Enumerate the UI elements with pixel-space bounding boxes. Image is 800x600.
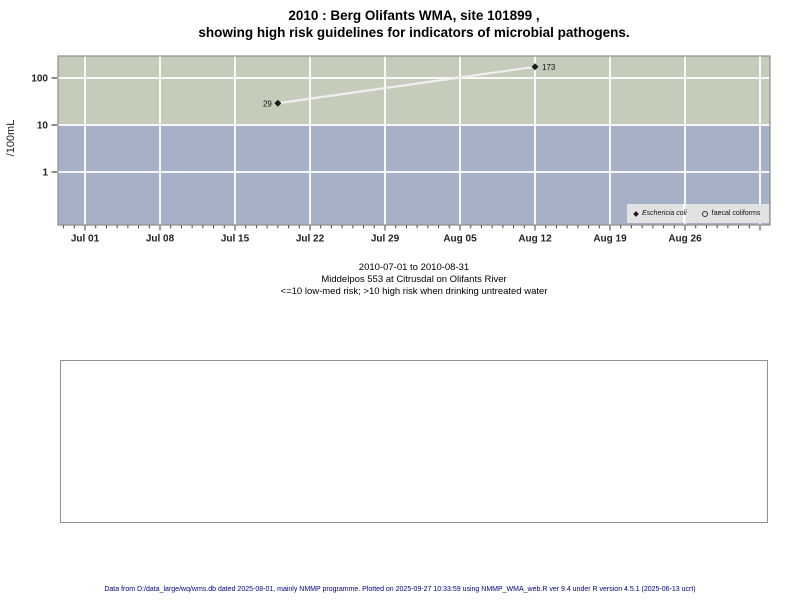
svg-text:10: 10 [37,121,49,132]
data-point-label: 173 [542,63,556,72]
chart-title-line2: showing high risk guidelines for indicat… [198,25,630,40]
plot-panel-border [57,55,771,226]
y-axis: 1 10 100 [31,74,57,179]
svg-text:Aug 12: Aug 12 [518,234,552,245]
legend-label-faecal-coliforms: faecal coliforms [711,210,761,217]
x-axis: Jul 01 Jul 08 Jul 15 Jul 22 Jul 29 Aug 05 Aug … [63,225,761,245]
chart-plot-area: 29 173 1 10 100 Jul 01 Jul 08 Jul 15 Jul 22 Jul 2… [31,55,771,245]
chart-title: 2010 : Berg Olifants WMA, site 101899 , … [58,7,770,41]
gridlines [58,56,770,225]
legend-item-faecal-coliforms: faecal coliforms [701,210,761,217]
svg-text:Jul 08: Jul 08 [146,234,175,245]
svg-text:Jul 01: Jul 01 [71,234,100,245]
svg-text:Jul 15: Jul 15 [221,234,250,245]
svg-text:Aug 19: Aug 19 [593,234,627,245]
risk-regions [58,56,770,225]
footer-note: Data from D:/data_large/wq/wms.db dated … [104,586,696,593]
svg-text:Aug 05: Aug 05 [443,234,477,245]
svg-text:1: 1 [42,168,48,179]
svg-text:Aug 26: Aug 26 [668,234,702,245]
data-point-marker [274,99,282,107]
caption-date-range: 2010-07-01 to 2010-08-31 [358,262,470,273]
caption-risk-guideline: <=10 low-med risk; >10 high risk when dr… [280,286,548,298]
chart-legend: Eschericia coli faecal coliforms [627,204,769,223]
data-point-label: 29 [263,99,272,108]
data-series-ecoli: 29 173 [263,63,556,108]
notes-box [60,360,768,523]
filled-diamond-icon [633,210,639,217]
open-circle-icon [701,210,708,217]
svg-text:100: 100 [31,74,48,85]
legend-label-ecoli: Eschericia coli [642,210,687,217]
chart-title-line1: 2010 : Berg Olifants WMA, site 101899 , [288,8,540,23]
svg-text:Jul 29: Jul 29 [371,234,400,245]
legend-item-ecoli: Eschericia coli [633,210,687,217]
svg-text:Jul 22: Jul 22 [296,234,325,245]
data-point-marker [531,63,539,71]
chart-caption: 2010-07-01 to 2010-08-31 Middelpos 553 a… [58,262,770,299]
caption-site-description: Middelpos 553 at Citrusdal on Olifants R… [321,274,507,286]
